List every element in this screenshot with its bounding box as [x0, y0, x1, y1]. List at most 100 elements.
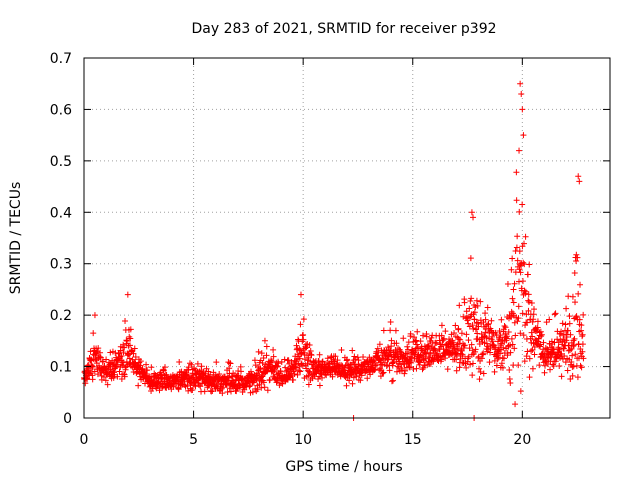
data-point: [578, 327, 585, 334]
data-point: [423, 333, 430, 340]
data-point: [514, 318, 521, 325]
axis-ticks: [83, 57, 610, 419]
data-point: [319, 374, 326, 381]
data-point: [540, 339, 547, 346]
data-point: [127, 326, 134, 333]
data-point: [522, 233, 529, 240]
data-point: [219, 384, 226, 391]
data-point: [502, 334, 509, 341]
data-point: [563, 334, 570, 341]
data-point: [513, 197, 520, 204]
data-point: [573, 313, 580, 320]
data-point: [484, 321, 491, 328]
data-point: [394, 363, 401, 370]
data-point: [460, 313, 467, 320]
x-tick-label: 20: [513, 432, 531, 448]
data-point: [519, 201, 526, 208]
data-point: [577, 362, 584, 369]
data-point: [411, 334, 418, 341]
data-point: [468, 209, 475, 216]
data-point: [498, 316, 505, 323]
data-point: [402, 367, 409, 374]
data-point: [349, 347, 356, 354]
data-point: [158, 375, 165, 382]
data-point: [508, 266, 515, 273]
data-point: [393, 368, 400, 375]
data-point: [95, 345, 102, 352]
data-point: [480, 370, 487, 377]
data-point: [525, 297, 532, 304]
data-point: [547, 366, 554, 373]
data-point: [130, 350, 137, 357]
data-point: [332, 353, 339, 360]
data-point: [392, 327, 399, 334]
grid-lines: [84, 58, 610, 418]
data-point: [412, 338, 419, 345]
data-point: [538, 333, 545, 340]
data-point: [577, 281, 584, 288]
data-point: [465, 337, 472, 344]
data-point: [248, 368, 255, 375]
data-point: [379, 370, 386, 377]
data-point: [514, 257, 521, 264]
data-point: [514, 233, 521, 240]
data-point: [461, 344, 468, 351]
data-point: [178, 368, 185, 375]
data-point: [388, 337, 395, 344]
data-point: [434, 350, 441, 357]
x-tick-labels: 0 5 10 15 20: [80, 432, 532, 448]
data-point: [422, 355, 429, 362]
plot-frame: [83, 57, 611, 419]
data-point: [266, 376, 273, 383]
data-point: [92, 356, 99, 363]
data-point: [386, 347, 393, 354]
data-point: [521, 287, 528, 294]
data-point: [469, 360, 476, 367]
data-point: [570, 363, 577, 370]
data-point: [442, 328, 449, 335]
data-point: [100, 373, 107, 380]
data-point: [509, 255, 516, 262]
data-point: [90, 330, 97, 337]
data-point: [494, 356, 501, 363]
data-point: [154, 379, 161, 386]
data-point: [258, 350, 265, 357]
data-point: [524, 271, 531, 278]
data-point: [360, 354, 367, 361]
data-point: [472, 346, 479, 353]
data-point: [291, 371, 298, 378]
data-point: [295, 336, 302, 343]
data-point: [121, 344, 128, 351]
y-tick-label: 0.2: [50, 308, 72, 324]
data-point: [526, 355, 533, 362]
data-point: [467, 361, 474, 368]
data-point: [575, 290, 582, 297]
data-point: [541, 369, 548, 376]
data-point: [303, 344, 310, 351]
data-point: [574, 374, 581, 381]
data-point: [556, 347, 563, 354]
data-point: [316, 382, 323, 389]
data-point: [576, 316, 583, 323]
data-point: [468, 341, 475, 348]
data-point: [518, 91, 525, 97]
data-point: [572, 299, 579, 306]
data-point: [564, 367, 571, 374]
data-point: [84, 375, 91, 382]
y-tick-label: 0.4: [50, 205, 72, 221]
data-point: [523, 353, 530, 360]
data-point: [120, 341, 127, 348]
data-point: [558, 373, 565, 380]
data-point: [516, 248, 523, 255]
data-point: [579, 348, 586, 355]
data-point: [473, 320, 480, 327]
data-point: [97, 354, 104, 361]
data-point: [550, 363, 557, 370]
data-point: [566, 320, 573, 327]
data-point: [225, 374, 232, 381]
chart-title: Day 283 of 2021, SRMTID for receiver p39…: [191, 21, 496, 37]
data-point: [274, 362, 281, 369]
data-point: [566, 313, 573, 320]
data-point: [270, 346, 277, 353]
data-point: [510, 299, 517, 306]
